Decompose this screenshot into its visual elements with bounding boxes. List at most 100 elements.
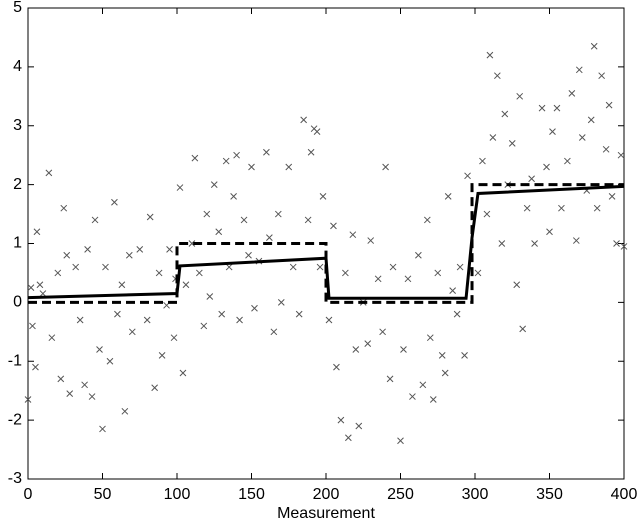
data-point	[29, 322, 36, 330]
data-point	[543, 163, 550, 171]
data-point	[608, 193, 616, 200]
data-point	[379, 328, 386, 336]
y-tick-label: -2	[8, 411, 22, 428]
data-point	[415, 251, 422, 259]
data-point	[397, 437, 404, 445]
data-point	[248, 163, 255, 171]
data-point	[519, 325, 527, 333]
x-tick-label: 300	[462, 486, 489, 503]
data-point	[151, 384, 159, 392]
data-point	[84, 246, 91, 253]
data-point	[474, 269, 482, 277]
data-point	[538, 104, 546, 112]
data-point	[426, 334, 434, 342]
y-tick-label: 3	[13, 117, 22, 134]
data-point	[528, 175, 535, 183]
data-point	[285, 163, 293, 171]
data-point	[143, 316, 151, 324]
x-axis-label: Measurement	[277, 505, 375, 522]
data-point	[479, 157, 486, 165]
data-point	[72, 263, 80, 271]
data-point	[429, 396, 437, 403]
data-point	[158, 352, 166, 359]
data-point	[106, 357, 114, 365]
data-point	[215, 228, 223, 236]
data-point	[325, 316, 333, 324]
x-tick-label: 50	[94, 486, 112, 503]
y-tick-label: -3	[8, 470, 22, 487]
data-point	[546, 228, 553, 236]
data-point	[191, 154, 199, 162]
data-point	[245, 251, 252, 259]
data-point	[96, 346, 103, 353]
data-point	[66, 390, 74, 397]
data-point	[195, 269, 203, 277]
data-point	[166, 246, 173, 253]
data-point	[483, 210, 491, 218]
data-point	[333, 363, 340, 371]
data-point	[386, 375, 394, 383]
data-point	[203, 210, 211, 218]
x-tick-label: 100	[164, 486, 191, 503]
data-point	[170, 334, 178, 342]
data-point	[146, 213, 154, 221]
data-point	[489, 134, 497, 141]
data-point	[423, 216, 431, 224]
y-tick-label: 4	[13, 58, 22, 75]
data-point	[453, 310, 461, 318]
x-tick-label: 200	[313, 486, 340, 503]
data-point	[441, 369, 449, 377]
data-point	[76, 316, 84, 324]
data-point	[316, 263, 324, 271]
data-point	[564, 157, 571, 165]
data-point	[617, 151, 625, 159]
data-point	[88, 393, 96, 400]
data-point	[578, 134, 586, 141]
data-point	[136, 246, 144, 253]
data-point	[486, 51, 494, 59]
data-point	[575, 66, 583, 74]
data-point	[274, 210, 282, 218]
estimate-line	[27, 184, 625, 300]
x-tick-label: 150	[238, 486, 265, 503]
data-point	[57, 375, 65, 383]
data-point	[206, 293, 214, 300]
y-tick-label: -1	[8, 352, 22, 369]
data-point	[210, 181, 218, 188]
data-point	[523, 204, 531, 212]
data-point	[374, 275, 382, 283]
data-point	[568, 90, 576, 97]
data-point	[251, 304, 258, 312]
data-point	[344, 434, 352, 442]
data-point	[549, 128, 556, 135]
data-point	[81, 381, 88, 389]
data-point	[367, 237, 375, 244]
data-point	[464, 172, 471, 180]
data-point	[33, 228, 41, 236]
data-point	[289, 263, 297, 271]
data-point	[27, 284, 35, 292]
data-point	[313, 128, 321, 135]
data-point	[355, 422, 363, 430]
data-point	[352, 346, 360, 353]
data-point	[501, 110, 509, 118]
data-point	[225, 263, 233, 271]
data-point	[444, 193, 452, 200]
data-point	[222, 157, 230, 165]
data-point	[24, 396, 32, 403]
data-point	[218, 310, 226, 318]
data-point	[277, 299, 285, 306]
data-point	[613, 240, 620, 247]
data-point	[493, 72, 501, 80]
x-tick-label: 350	[536, 486, 563, 503]
data-point	[553, 104, 561, 112]
data-point	[531, 240, 538, 247]
data-point	[620, 243, 628, 250]
data-point	[32, 363, 39, 371]
data-point	[48, 334, 56, 342]
data-point	[60, 204, 68, 212]
y-tick-label: 5	[13, 0, 22, 16]
data-point	[121, 407, 129, 415]
data-point	[456, 263, 464, 271]
